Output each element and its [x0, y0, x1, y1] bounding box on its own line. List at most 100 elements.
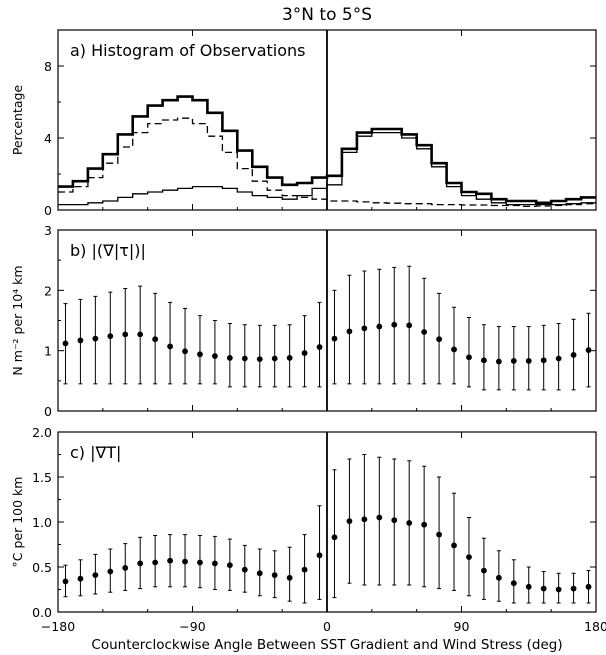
y-tick-label: 4	[44, 131, 52, 146]
panel-title: a) Histogram of Observations	[70, 41, 306, 60]
data-point	[376, 514, 383, 521]
y-tick-label: 2	[44, 283, 52, 298]
x-axis-label: Counterclockwise Angle Between SST Gradi…	[91, 637, 562, 653]
data-point	[570, 351, 577, 358]
data-point	[540, 357, 547, 364]
x-tick-label: 0	[323, 619, 331, 634]
y-tick-label: 0	[44, 404, 52, 419]
panel-c-sst-gradient: 0.0 0.5 1.0 1.5 2.0 c) |∇T| °C per 100 km	[10, 425, 597, 620]
y-tick-label: 3	[44, 223, 52, 238]
data-point	[585, 583, 592, 590]
data-point	[316, 344, 323, 350]
data-point	[122, 565, 129, 571]
data-point	[122, 331, 129, 338]
y-tick-label: 1.0	[32, 515, 52, 530]
data-point	[241, 566, 248, 573]
data-point	[585, 347, 592, 353]
data-point	[167, 343, 173, 350]
data-point	[451, 542, 457, 549]
data-point	[241, 355, 248, 362]
data-point	[570, 585, 577, 592]
data-point	[92, 572, 99, 578]
x-tick-label: −180	[41, 619, 75, 634]
data-point	[510, 580, 517, 587]
data-point	[346, 328, 353, 335]
panel-a-histogram: 0 4 8 a) Histogram of Observations Percentag…	[10, 29, 597, 218]
data-point	[406, 322, 413, 329]
y-tick-label: 1.5	[32, 470, 52, 485]
data-point	[495, 358, 502, 365]
data-point	[555, 355, 562, 362]
data-point	[301, 350, 308, 356]
data-point	[406, 520, 413, 526]
histogram-line-thick-solid	[58, 95, 596, 205]
x-tick-label: 180	[584, 619, 606, 634]
data-point	[137, 331, 144, 338]
data-point	[391, 321, 398, 328]
data-point	[555, 586, 562, 593]
y-tick-label: 2.0	[32, 425, 52, 440]
data-point	[197, 351, 203, 358]
data-point	[62, 578, 69, 585]
data-point	[182, 348, 188, 355]
data-point	[316, 552, 323, 559]
histogram-line-dashed	[58, 117, 596, 208]
data-point	[286, 355, 293, 361]
data-point	[301, 566, 308, 573]
y-axis-label: Percentage	[10, 85, 25, 156]
y-axis-label: °C per 100 km	[10, 477, 25, 568]
y-tick-label: 0.0	[32, 605, 52, 620]
data-point	[436, 336, 442, 343]
data-point	[510, 358, 517, 364]
data-point	[481, 567, 487, 574]
data-point	[137, 560, 144, 567]
data-point	[226, 355, 233, 361]
data-point	[77, 337, 84, 344]
data-point	[361, 516, 368, 523]
data-point	[152, 336, 159, 343]
data-point	[271, 355, 278, 362]
data-point	[495, 574, 502, 581]
data-point	[421, 521, 428, 528]
data-point	[107, 333, 114, 340]
figure-title: 3°N to 5°S	[282, 5, 372, 25]
data-point	[361, 325, 368, 332]
data-point	[451, 346, 457, 353]
data-point	[256, 570, 263, 577]
data-point	[256, 356, 263, 363]
data-point	[286, 574, 293, 581]
data-point	[152, 559, 159, 566]
panel-b-wind-stress-gradient: 0 1 2 3 b) |(∇|τ|)| N m⁻² per 10⁴ km	[10, 223, 597, 419]
panel-title: b) |(∇|τ|)|	[70, 241, 146, 260]
panel-title: c) |∇T|	[70, 443, 121, 462]
y-axis-label: N m⁻² per 10⁴ km	[10, 265, 25, 375]
x-tick-label: 90	[454, 619, 470, 634]
data-point	[436, 531, 442, 538]
y-tick-label: 0.5	[32, 560, 52, 575]
data-point	[525, 583, 532, 590]
data-point	[92, 335, 99, 342]
data-point	[197, 559, 203, 566]
data-point	[167, 557, 173, 564]
data-point	[77, 575, 84, 582]
data-point	[331, 335, 338, 342]
data-point	[466, 554, 472, 560]
y-tick-label: 1	[44, 344, 52, 359]
data-point	[391, 517, 398, 524]
data-point	[346, 518, 353, 524]
data-point	[271, 572, 278, 578]
data-point	[331, 534, 338, 541]
y-tick-label: 0	[44, 203, 52, 218]
data-point	[421, 329, 428, 335]
histogram-line-thin-solid	[58, 131, 596, 206]
data-point	[525, 358, 532, 364]
data-point	[107, 568, 114, 575]
data-point	[62, 340, 69, 347]
data-point	[226, 562, 233, 569]
data-point	[376, 323, 383, 330]
data-point	[481, 357, 487, 364]
data-point	[540, 585, 547, 592]
data-point	[212, 560, 218, 567]
data-point	[466, 354, 472, 361]
